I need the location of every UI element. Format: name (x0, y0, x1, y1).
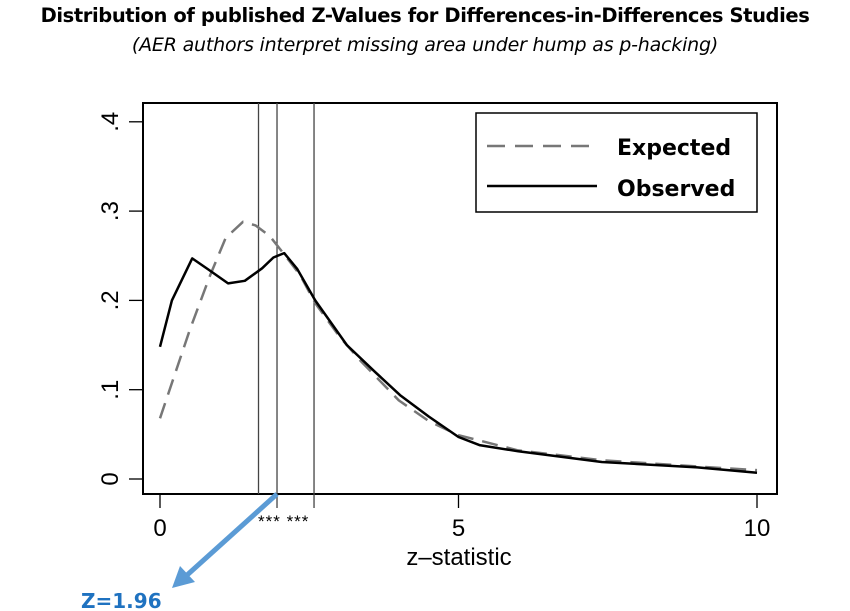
legend: Expected Observed (475, 112, 758, 213)
legend-expected-label: Expected (617, 136, 731, 161)
series-line-observed (158, 251, 758, 474)
y-tick-label: .4 (97, 112, 124, 132)
chart-subtitle: (AER authors interpret missing area unde… (131, 34, 719, 56)
x-tick-label: 5 (452, 515, 465, 542)
x-tick-label: 0 (153, 515, 166, 542)
x-axis-label: z–statistic (406, 544, 511, 571)
y-tick-label: .1 (97, 380, 124, 400)
significance-marks: *** *** (258, 512, 309, 531)
series-line-expected (158, 220, 758, 472)
y-tick-label: 0 (97, 472, 124, 485)
legend-observed-label: Observed (617, 177, 735, 202)
y-tick-label: .2 (97, 290, 124, 310)
legend-box (475, 112, 758, 213)
plot-frame (142, 102, 778, 495)
x-tick-label: 10 (744, 515, 771, 542)
annotation-label: Z=1.96 (81, 589, 162, 611)
y-tick-label: .3 (97, 201, 124, 221)
chart-title: Distribution of published Z-Values for D… (40, 4, 810, 27)
annotation-arrow (172, 492, 279, 588)
